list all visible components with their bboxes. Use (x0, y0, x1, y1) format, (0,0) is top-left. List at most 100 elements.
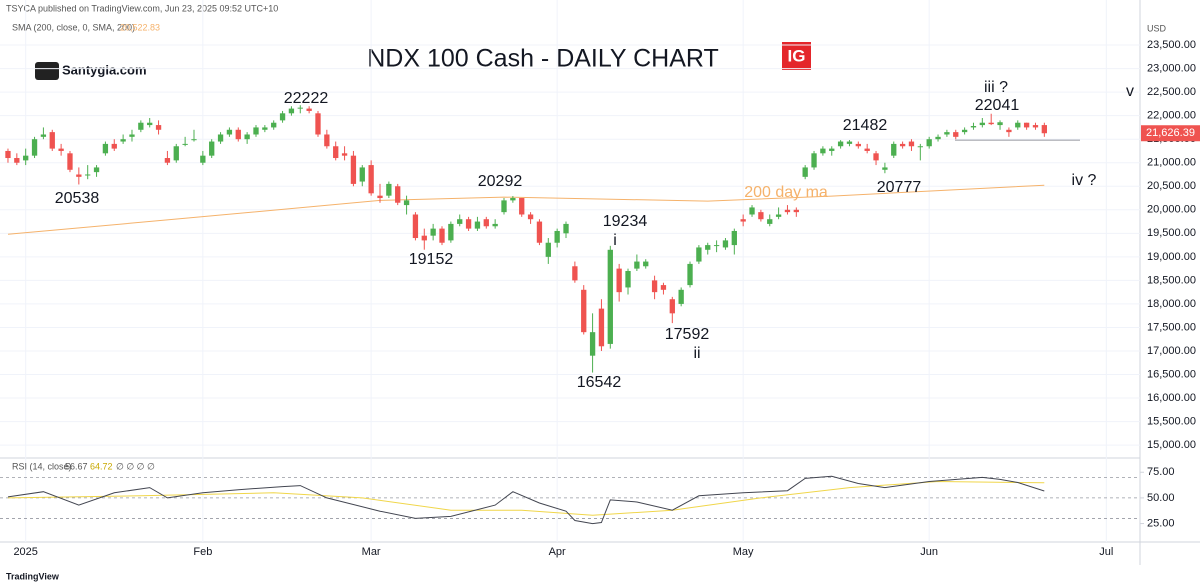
annotation: i (613, 232, 617, 249)
candle-body (572, 266, 578, 281)
y-tick-label: 22,500.00 (1147, 86, 1196, 98)
candle-body (40, 134, 47, 137)
candle-body (147, 122, 153, 126)
candle-body (563, 223, 569, 234)
candle-body (368, 165, 374, 194)
candle-body (271, 122, 277, 128)
y-tick-label: 20,000.00 (1147, 204, 1196, 216)
rsi-ma-legend-value: 64.72 (90, 461, 113, 471)
candle-body (527, 214, 534, 220)
candle-body (740, 219, 746, 222)
candle-body (1015, 122, 1021, 128)
candle-body (634, 261, 640, 269)
sma-line (7, 184, 1045, 235)
candle-body (85, 174, 91, 176)
y-tick-label: 21,000.00 (1147, 157, 1196, 169)
x-tick-label: 2025 (13, 546, 37, 558)
candle-body (589, 332, 596, 356)
candle-body (200, 155, 206, 163)
candle-body (758, 212, 764, 220)
x-tick-label: Feb (193, 546, 212, 558)
candle-body (102, 143, 109, 154)
candle-body (430, 228, 436, 236)
candle-body (953, 132, 959, 137)
candle-body (129, 134, 135, 137)
candle-body (235, 129, 241, 140)
candle-body (820, 148, 826, 154)
y-tick-label: 15,500.00 (1147, 415, 1196, 427)
y-tick-label: 18,000.00 (1147, 298, 1196, 310)
candle-body (829, 148, 835, 151)
rsi-legend: RSI (14, close) (12, 461, 72, 471)
candle-body (1006, 129, 1012, 133)
candle-body (14, 158, 20, 163)
annotation: iii ? (984, 79, 1008, 96)
y-tick-label: 23,000.00 (1147, 62, 1196, 74)
candle-body (749, 207, 755, 215)
candle-body (643, 261, 649, 267)
candle-body (899, 143, 906, 147)
candle-body (775, 214, 782, 217)
candle-body (873, 153, 879, 161)
candle-body (1032, 125, 1039, 128)
candle-body (944, 132, 950, 135)
candle-body (377, 195, 383, 199)
candle-body (421, 235, 427, 241)
candle-body (988, 122, 994, 125)
candle-body (784, 209, 791, 213)
candle-body (244, 134, 250, 140)
candle-body (607, 249, 613, 344)
candle-body (935, 136, 941, 140)
candle-body (651, 280, 658, 293)
logo: Santygia.com (62, 62, 147, 77)
candle-body (483, 219, 489, 227)
rsi-ma-line (7, 480, 1045, 516)
candle-body (465, 219, 472, 229)
candle-body (191, 139, 197, 141)
candle-body (58, 148, 64, 151)
rsi-line (7, 475, 1045, 525)
annotation: 21482 (843, 117, 888, 134)
candle-body (120, 139, 126, 142)
y-tick-label: 20,500.00 (1147, 180, 1196, 192)
candle-body (288, 108, 295, 114)
candle-body (76, 174, 82, 177)
candle-body (457, 219, 463, 224)
candle-body (891, 143, 897, 156)
candle-body (908, 141, 915, 147)
rsi-legend-value: 56.67 (65, 461, 88, 471)
footer: TradingView (6, 571, 60, 581)
candle-body (173, 146, 179, 161)
header: TSYCA published on TradingView.com, Jun … (6, 3, 278, 13)
y-tick-label: 22,000.00 (1147, 110, 1196, 122)
candle-body (519, 198, 525, 215)
sma-legend-value: 20,522.83 (120, 22, 160, 32)
annotation: 20777 (877, 179, 922, 196)
candle-body (164, 158, 171, 163)
x-tick-label: Mar (362, 546, 381, 558)
candle-body (554, 230, 560, 243)
candle-body (350, 155, 357, 184)
candle-body (226, 129, 233, 135)
candle-body (722, 240, 729, 248)
y-tick-label: 16,500.00 (1147, 368, 1196, 380)
y-tick-label: 19,000.00 (1147, 251, 1196, 263)
rsi-legend-extra: ∅ ∅ ∅ ∅ (116, 461, 155, 471)
candle-body (67, 153, 73, 170)
annotation: iv ? (1072, 172, 1097, 189)
annotation: 17592 (665, 326, 710, 343)
candle-body (306, 108, 312, 111)
candle-body (731, 230, 737, 246)
candle-body (837, 141, 844, 147)
candle-body (138, 122, 144, 130)
candle-body (412, 214, 419, 239)
x-tick-label: Jul (1099, 546, 1113, 558)
rsi-tick-label: 25.00 (1147, 517, 1175, 529)
candle-body (279, 113, 286, 121)
candle-body (262, 127, 268, 130)
candle-body (23, 155, 29, 161)
candle-body (669, 299, 675, 314)
candle-body (315, 113, 321, 135)
candle-body (474, 221, 481, 229)
annotation: 19152 (409, 251, 454, 268)
